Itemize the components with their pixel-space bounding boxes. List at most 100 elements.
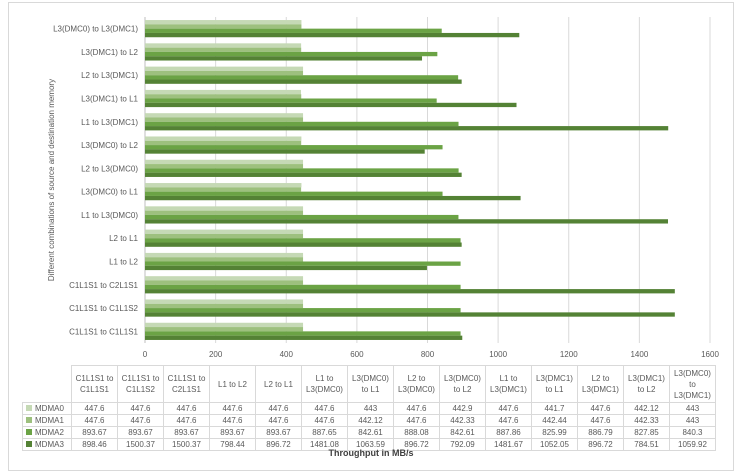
bar-mdma3 — [145, 32, 520, 38]
bar-mdma0 — [145, 252, 304, 258]
table-cell: 887.65 — [301, 426, 348, 439]
bar-mdma2 — [145, 145, 443, 150]
bar-mdma2 — [145, 121, 459, 127]
table-cell: 1059.92 — [669, 438, 716, 451]
legend-entry: MDMA0 — [22, 402, 72, 415]
table-cell: 442.9 — [439, 402, 486, 415]
bar-mdma0 — [145, 20, 302, 25]
legend-swatch-icon — [26, 440, 32, 447]
table-header-cell: L2 to L3(DMC1) — [577, 365, 624, 403]
bar-mdma3 — [145, 149, 425, 154]
table-header-cell: L1 to L3(DMC0) — [301, 365, 348, 403]
table-cell: 447.6 — [117, 414, 164, 427]
chart-frame — [8, 2, 734, 471]
bar-mdma3 — [145, 172, 462, 177]
table-header-cell: L1 to L2 — [209, 365, 256, 403]
table-cell: 447.6 — [209, 402, 256, 415]
bar-mdma1 — [145, 210, 304, 215]
table-header-cell: L2 to L1 — [255, 365, 302, 403]
legend-entry: MDMA1 — [22, 414, 72, 427]
y-tick-label: C1L1S1 to C1L1S1 — [69, 327, 138, 336]
bar-mdma0 — [145, 322, 304, 328]
x-axis-title: Throughput in MB/s — [328, 448, 414, 458]
table-row: MDMA2 893.67 893.67 893.67 893.67 893.67 887.6… — [22, 426, 716, 439]
bar-mdma1 — [145, 280, 304, 285]
table-cell: 443 — [669, 414, 716, 427]
bar-mdma3 — [145, 79, 462, 84]
legend-swatch-icon — [26, 428, 32, 435]
y-tick-label: L2 to L1 — [109, 234, 138, 243]
bar-mdma2 — [145, 331, 461, 336]
table-cell: 888.08 — [393, 426, 440, 439]
table-cell: 893.67 — [163, 426, 210, 439]
bar-mdma3 — [145, 265, 427, 271]
table-header-cell: L1 to L3(DMC1) — [485, 365, 532, 403]
bar-mdma1 — [145, 24, 302, 29]
table-row: MDMA1 447.6 447.6 447.6 447.6 447.6 447.6 442.1… — [22, 414, 716, 427]
bar-mdma0 — [145, 159, 304, 165]
legend-label: MDMA3 — [35, 439, 64, 449]
table-header-cell: C1L1S1 to C1L1S1 — [71, 365, 118, 403]
table-header-cell: C1L1S1 to C2L1S1 — [163, 365, 210, 403]
bar-mdma1 — [145, 164, 304, 169]
bar-mdma2 — [145, 191, 443, 196]
table-cell: 447.6 — [301, 414, 348, 427]
table-cell: 447.6 — [163, 402, 210, 415]
y-tick-label: C1L1S1 to C2L1S1 — [69, 281, 138, 290]
table-header-cell: L3(DMC0) to L3(DMC1) — [669, 365, 716, 403]
table-cell: 447.6 — [255, 402, 302, 415]
table-row: MDMA3 898.46 1500.37 1500.37 798.44 896.72 148… — [22, 438, 716, 451]
bar-mdma1 — [145, 117, 304, 122]
y-tick-label: L1 to L3(DMC0) — [81, 211, 138, 220]
table-cell: 447.6 — [71, 414, 118, 427]
table-cell: 893.67 — [71, 426, 118, 439]
x-tick-label: 1200 — [560, 350, 578, 359]
table-cell: 441.7 — [531, 402, 578, 415]
bar-mdma3 — [145, 195, 521, 201]
bar-mdma2 — [145, 214, 459, 220]
table-cell: 886.79 — [577, 426, 624, 439]
bar-mdma0 — [145, 299, 304, 304]
y-tick-label: L3(DMC1) to L1 — [81, 95, 138, 104]
legend-entry: MDMA3 — [22, 438, 72, 451]
bar-mdma0 — [145, 89, 301, 95]
bar-mdma2 — [145, 261, 461, 266]
bar-mdma2 — [145, 308, 461, 313]
table-header-cell: L2 to L3(DMC0) — [393, 365, 440, 403]
bar-mdma1 — [145, 140, 302, 146]
table-cell: 447.6 — [163, 414, 210, 427]
table-header-cell: L3(DMC1) to L2 — [623, 365, 670, 403]
y-tick-label: L3(DMC0) to L2 — [81, 141, 138, 150]
table-cell: 447.6 — [255, 414, 302, 427]
table-cell: 447.6 — [485, 402, 532, 415]
y-tick-label: L3(DMC0) to L1 — [81, 188, 138, 197]
y-tick-label: L1 to L3(DMC1) — [81, 118, 138, 127]
bar-mdma1 — [145, 233, 304, 239]
y-tick-label: L1 to L2 — [109, 258, 138, 267]
table-cell: 827.85 — [623, 426, 670, 439]
x-tick-label: 0 — [143, 350, 148, 359]
table-cell: 840.3 — [669, 426, 716, 439]
bar-mdma1 — [145, 327, 304, 332]
table-cell: 442.33 — [623, 414, 670, 427]
table-cell: 447.6 — [577, 402, 624, 415]
y-tick-label: L3(DMC1) to L2 — [81, 48, 138, 57]
table-cell: 887.86 — [485, 426, 532, 439]
bar-mdma1 — [145, 94, 302, 99]
y-tick-label: C1L1S1 to C1L1S2 — [69, 304, 138, 313]
table-cell: 896.72 — [577, 438, 624, 451]
bar-mdma1 — [145, 303, 304, 309]
bar-mdma2 — [145, 28, 442, 33]
table-cell: 447.6 — [117, 402, 164, 415]
bar-mdma3 — [145, 219, 669, 224]
y-axis-title: Different combinations of source and des… — [47, 79, 56, 281]
bar-mdma0 — [145, 113, 304, 118]
table-cell: 447.6 — [209, 414, 256, 427]
x-tick-label: 200 — [209, 350, 223, 359]
table-cell: 447.6 — [577, 414, 624, 427]
bar-mdma0 — [145, 66, 304, 71]
legend-entry: MDMA2 — [22, 426, 72, 439]
bar-mdma2 — [145, 238, 461, 243]
table-row: MDMA0 447.6 447.6 447.6 447.6 447.6 447.6 443 44… — [22, 402, 716, 415]
